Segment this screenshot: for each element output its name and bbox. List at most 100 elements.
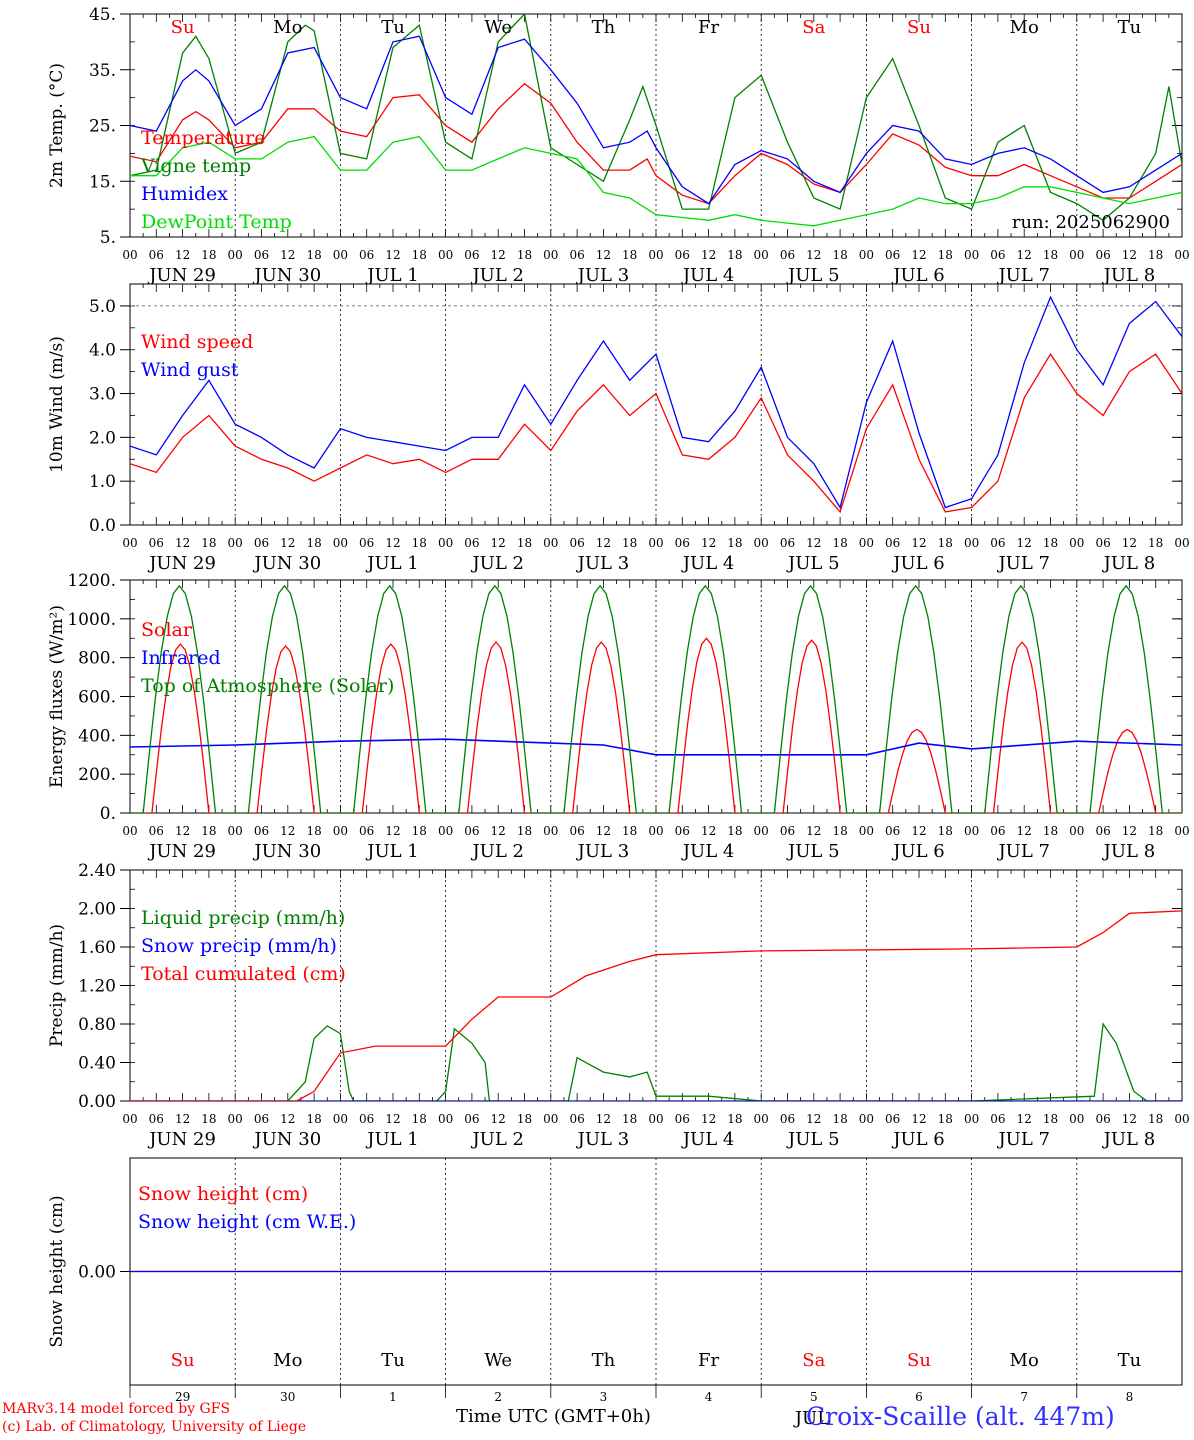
day-name-top: Th — [592, 17, 616, 38]
hour-label: 18 — [1148, 1112, 1163, 1126]
hour-label: 06 — [254, 824, 269, 838]
hour-label: 12 — [491, 248, 506, 262]
hour-label: 06 — [990, 824, 1005, 838]
legend-entry: Liquid precip (mm/h) — [141, 907, 345, 929]
hour-label: 12 — [701, 536, 716, 550]
hour-label: 00 — [859, 248, 874, 262]
hour-label: 00 — [1174, 824, 1189, 838]
date-label: JUL 2 — [470, 553, 524, 574]
hour-label: 06 — [464, 1112, 479, 1126]
day-number-bottom: 5 — [810, 1390, 818, 1404]
y-tick-label: 1000. — [67, 610, 116, 630]
hour-label: 00 — [543, 248, 558, 262]
hour-label: 18 — [412, 1112, 427, 1126]
hour-label: 06 — [675, 1112, 690, 1126]
day-name-bottom: Su — [907, 1350, 931, 1371]
hour-label: 18 — [412, 536, 427, 550]
date-label: JUL 8 — [1102, 265, 1156, 286]
hour-label: 00 — [964, 1112, 979, 1126]
series-line-wind-speed — [130, 352, 1182, 514]
y-tick-label: 2.0 — [89, 428, 116, 448]
hour-label: 00 — [1174, 1112, 1189, 1126]
panel-3: 00 06 12 18 00 06 12 18 00 06 12 18 00 06 12 18 00 06 12 18… — [47, 571, 1190, 862]
day-number-bottom: 2 — [494, 1390, 502, 1404]
y-tick-label: 600. — [78, 688, 116, 708]
date-label: JUL 1 — [365, 1129, 419, 1150]
hour-label: 00 — [1069, 248, 1084, 262]
date-label: JUL 5 — [786, 553, 840, 574]
hour-label: 12 — [1017, 536, 1032, 550]
y-tick-label: 400. — [78, 726, 116, 746]
series-group — [130, 584, 1182, 813]
hour-label: 00 — [333, 824, 348, 838]
hour-label: 06 — [569, 248, 584, 262]
hour-label: 18 — [306, 1112, 321, 1126]
hour-label: 06 — [359, 1112, 374, 1126]
day-name-top: Mo — [1010, 17, 1039, 38]
date-label: JUL 6 — [891, 265, 945, 286]
y-tick-label: 0.0 — [89, 516, 116, 536]
y-tick-label: 0.80 — [78, 1015, 116, 1035]
y-tick-label: 0. — [100, 804, 116, 824]
hour-label: 12 — [911, 1112, 926, 1126]
hour-label: 12 — [596, 824, 611, 838]
hour-label: 18 — [201, 248, 216, 262]
hour-label: 12 — [175, 536, 190, 550]
hour-label: 00 — [122, 824, 137, 838]
date-label: JUL 2 — [470, 265, 524, 286]
hour-label: 06 — [675, 824, 690, 838]
date-label: JUL 6 — [891, 841, 945, 862]
hour-label: 12 — [491, 536, 506, 550]
legend-entry: Temperature — [141, 127, 265, 149]
date-label: JUN 30 — [252, 1129, 321, 1150]
hour-label: 00 — [648, 536, 663, 550]
date-label: JUL 1 — [365, 265, 419, 286]
hour-label: 12 — [491, 824, 506, 838]
y-axis-title: Snow height (cm) — [47, 1195, 67, 1347]
hour-label: 12 — [175, 248, 190, 262]
hour-label: 06 — [1095, 1112, 1110, 1126]
hour-label: 12 — [701, 1112, 716, 1126]
day-number-bottom: 6 — [915, 1390, 923, 1404]
y-tick-label: 800. — [78, 649, 116, 669]
hour-label: 00 — [964, 536, 979, 550]
hour-label: 00 — [438, 536, 453, 550]
hour-label: 06 — [885, 248, 900, 262]
day-name-bottom: Tu — [1118, 1350, 1142, 1371]
series-group — [130, 910, 1182, 1101]
series-line-wind-gust — [130, 295, 1182, 510]
hour-label: 12 — [1122, 824, 1137, 838]
hour-label: 06 — [675, 248, 690, 262]
hour-label: 06 — [569, 536, 584, 550]
series-line-humidex — [130, 35, 1182, 205]
hour-label: 12 — [701, 248, 716, 262]
date-label: JUL 5 — [786, 265, 840, 286]
series-line-vigne-temp — [130, 14, 1182, 222]
hour-label: 12 — [806, 248, 821, 262]
hour-label: 18 — [412, 248, 427, 262]
hour-label: 12 — [1122, 536, 1137, 550]
hour-label: 12 — [385, 536, 400, 550]
hour-label: 12 — [806, 536, 821, 550]
hour-label: 18 — [938, 536, 953, 550]
y-tick-label: 25. — [89, 117, 116, 137]
day-name-top: Tu — [381, 17, 405, 38]
hour-label: 06 — [885, 1112, 900, 1126]
hour-label: 12 — [385, 248, 400, 262]
y-axis-title: 2m Temp. (°C) — [47, 63, 67, 188]
y-tick-label: 45. — [89, 5, 116, 25]
hour-label: 06 — [1095, 248, 1110, 262]
month-label-bottom: JUL — [793, 1408, 829, 1429]
hour-label: 18 — [201, 536, 216, 550]
hour-label: 06 — [990, 536, 1005, 550]
day-number-bottom: 1 — [389, 1390, 397, 1404]
y-tick-label: 0.40 — [78, 1054, 116, 1074]
series-line-liquid-precip-mm-h- — [130, 1022, 1182, 1101]
hour-label: 18 — [727, 248, 742, 262]
hour-label: 06 — [780, 1112, 795, 1126]
date-label: JUL 3 — [576, 841, 630, 862]
date-label: JUL 5 — [786, 841, 840, 862]
date-label: JUL 8 — [1102, 841, 1156, 862]
hour-label: 12 — [491, 1112, 506, 1126]
